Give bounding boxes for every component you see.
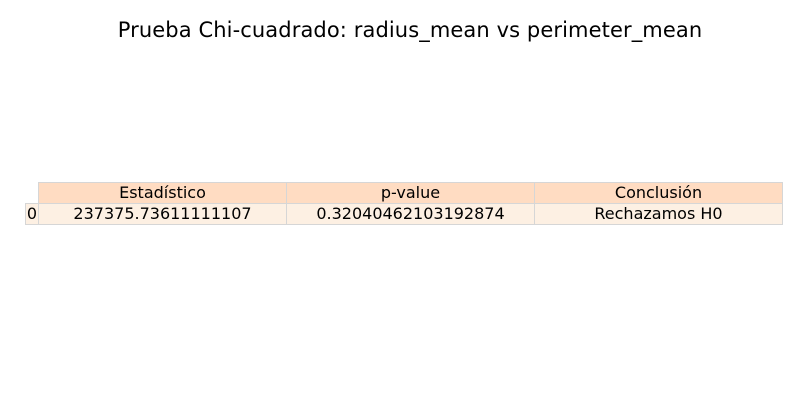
column-header-p-value: p-value bbox=[286, 182, 535, 204]
row-index-label: 0 bbox=[25, 203, 39, 225]
cell-p-value: 0.32040462103192874 bbox=[286, 203, 535, 225]
column-header-estadistico: Estadístico bbox=[38, 182, 287, 204]
chart-title: Prueba Chi-cuadrado: radius_mean vs peri… bbox=[117, 18, 703, 42]
cell-estadistico-value: 237375.73611111107 bbox=[38, 203, 287, 225]
table-row: 0 237375.73611111107 0.32040462103192874… bbox=[25, 203, 783, 225]
results-table: Estadístico p-value Conclusión 0 237375.… bbox=[25, 182, 783, 225]
column-header-conclusion: Conclusión bbox=[534, 182, 783, 204]
cell-conclusion: Rechazamos H0 bbox=[534, 203, 783, 225]
table-header-row: Estadístico p-value Conclusión bbox=[26, 182, 783, 204]
table-corner bbox=[26, 183, 39, 204]
